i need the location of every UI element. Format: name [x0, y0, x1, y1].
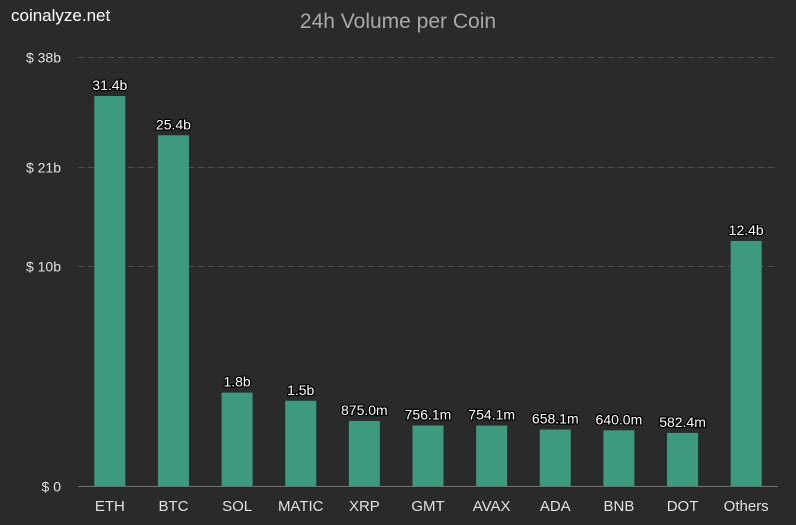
grid-layer: [78, 57, 778, 487]
data-label: 31.4b: [92, 77, 127, 93]
x-tick-label: XRP: [349, 498, 380, 515]
bar-others[interactable]: [730, 240, 762, 486]
x-tick-label: Others: [724, 498, 769, 515]
x-tick-label: ADA: [540, 498, 571, 515]
data-label: 12.4b: [729, 222, 764, 238]
x-axis: ETH BTC SOL MATIC XRP GMT AVAX ADA BNB DOT Others: [95, 498, 769, 515]
data-label: 658.1m: [532, 411, 579, 427]
data-labels-layer: 31.4b 25.4b 1.8b 1.5b 875.0m 756.1m 754.1m 658.…: [91, 76, 765, 431]
chart-title: 24h Volume per Coin: [300, 10, 496, 33]
bar-btc[interactable]: [157, 135, 189, 486]
y-tick-label: $ 21b: [26, 160, 61, 176]
y-tick-label: $ 10b: [26, 259, 61, 275]
bar-sol[interactable]: [221, 392, 253, 486]
site-logo-text: coinalyze.net: [11, 6, 111, 25]
x-tick-label: BNB: [603, 498, 634, 515]
bar-ada[interactable]: [539, 429, 571, 486]
x-tick-label: GMT: [411, 498, 444, 515]
data-label: 582.4m: [659, 414, 706, 430]
bars-layer: [94, 96, 762, 486]
x-tick-label: SOL: [222, 498, 252, 515]
y-tick-label: $ 0: [42, 479, 62, 495]
data-label: 1.5b: [287, 382, 314, 398]
data-label: 25.4b: [156, 116, 191, 132]
data-label: 756.1m: [405, 406, 452, 422]
x-tick-label: DOT: [667, 498, 699, 515]
x-tick-label: ETH: [95, 498, 125, 515]
data-label: 1.8b: [223, 374, 250, 390]
x-tick-label: MATIC: [278, 498, 324, 515]
bar-matic[interactable]: [285, 400, 317, 486]
bar-eth[interactable]: [94, 96, 126, 486]
y-axis: $ 0 $ 10b $ 21b $ 38b: [26, 50, 61, 495]
bar-avax[interactable]: [476, 425, 508, 486]
x-tick-label: AVAX: [473, 498, 511, 515]
x-tick-label: BTC: [158, 498, 188, 515]
y-tick-label: $ 38b: [26, 50, 61, 66]
bar-xrp[interactable]: [348, 420, 380, 486]
data-label: 640.0m: [596, 411, 643, 427]
bar-dot[interactable]: [667, 432, 699, 486]
bar-bnb[interactable]: [603, 430, 635, 486]
bar-gmt[interactable]: [412, 425, 444, 486]
data-label: 754.1m: [468, 407, 515, 423]
data-label: 875.0m: [341, 402, 388, 418]
